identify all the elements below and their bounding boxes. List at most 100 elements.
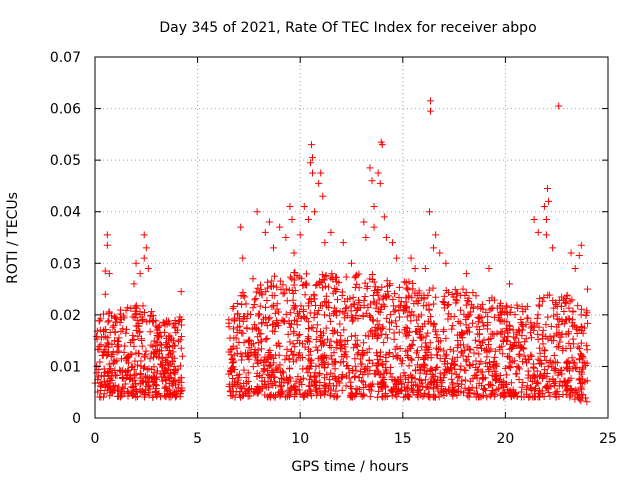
- data-point: [174, 337, 182, 345]
- data-point: [316, 337, 324, 345]
- data-point: [417, 311, 425, 319]
- data-point: [159, 370, 167, 378]
- data-point: [106, 375, 114, 383]
- data-point: [454, 374, 462, 382]
- data-point: [275, 351, 283, 359]
- data-point: [375, 371, 383, 379]
- x-tick-label: 10: [291, 431, 309, 447]
- data-point: [395, 283, 403, 291]
- data-point: [103, 231, 111, 239]
- data-point: [317, 279, 325, 287]
- data-point: [149, 393, 157, 401]
- data-point: [577, 351, 585, 359]
- data-point: [466, 390, 474, 398]
- data-point: [425, 306, 433, 314]
- data-point: [347, 332, 355, 340]
- data-point: [114, 392, 122, 400]
- data-point: [237, 356, 245, 364]
- data-point: [327, 274, 335, 282]
- data-point: [545, 389, 553, 397]
- data-point: [166, 332, 174, 340]
- data-point: [336, 320, 344, 328]
- data-point: [299, 306, 307, 314]
- data-point: [472, 363, 480, 371]
- data-point: [239, 317, 247, 325]
- data-point: [138, 335, 146, 343]
- data-point: [290, 249, 298, 257]
- data-point: [95, 342, 103, 350]
- data-point: [564, 359, 572, 367]
- data-point: [336, 379, 344, 387]
- data-point: [571, 364, 579, 372]
- data-point: [317, 356, 325, 364]
- data-point: [374, 169, 382, 177]
- data-point: [341, 351, 349, 359]
- data-point: [433, 363, 441, 371]
- data-point: [288, 275, 296, 283]
- data-point: [122, 367, 130, 375]
- data-point: [258, 337, 266, 345]
- data-point: [254, 356, 262, 364]
- data-point: [286, 373, 294, 381]
- data-point: [400, 369, 408, 377]
- data-point: [396, 313, 404, 321]
- data-point: [552, 299, 560, 307]
- data-point: [103, 339, 111, 347]
- data-point: [141, 351, 149, 359]
- data-point: [369, 291, 377, 299]
- data-point: [432, 344, 440, 352]
- data-point: [578, 365, 586, 373]
- data-point: [378, 283, 386, 291]
- data-point: [308, 378, 316, 386]
- data-point: [469, 319, 477, 327]
- data-point: [472, 292, 480, 300]
- data-point: [113, 348, 121, 356]
- data-point: [279, 281, 287, 289]
- data-point: [550, 304, 558, 312]
- data-point: [566, 393, 574, 401]
- data-point: [487, 330, 495, 338]
- data-point: [321, 374, 329, 382]
- data-point: [345, 365, 353, 373]
- data-point: [503, 371, 511, 379]
- data-point: [137, 371, 145, 379]
- data-point: [317, 328, 325, 336]
- data-point: [430, 300, 438, 308]
- data-point: [326, 317, 334, 325]
- data-point: [136, 310, 144, 318]
- data-point: [331, 273, 339, 281]
- data-point: [380, 375, 388, 383]
- data-point: [291, 343, 299, 351]
- data-point: [237, 350, 245, 358]
- data-point: [343, 304, 351, 312]
- data-point: [160, 369, 168, 377]
- data-point: [540, 294, 548, 302]
- data-point: [429, 284, 437, 292]
- data-point: [270, 272, 278, 280]
- data-point: [283, 297, 291, 305]
- data-point: [440, 326, 448, 334]
- data-point: [396, 345, 404, 353]
- data-point: [386, 370, 394, 378]
- data-point: [279, 388, 287, 396]
- data-point: [402, 332, 410, 340]
- data-point: [540, 392, 548, 400]
- data-point: [138, 342, 146, 350]
- data-point: [445, 367, 453, 375]
- data-point: [375, 321, 383, 329]
- data-point: [322, 271, 330, 279]
- data-point: [519, 308, 527, 316]
- data-point: [305, 324, 313, 332]
- data-point: [368, 332, 376, 340]
- data-point: [513, 370, 521, 378]
- data-point: [391, 345, 399, 353]
- data-point: [99, 310, 107, 318]
- data-point: [325, 376, 333, 384]
- data-point: [177, 333, 185, 341]
- data-point: [136, 328, 144, 336]
- data-point: [253, 208, 261, 216]
- data-point: [355, 299, 363, 307]
- data-point: [541, 366, 549, 374]
- data-point: [330, 393, 338, 401]
- data-point: [577, 385, 585, 393]
